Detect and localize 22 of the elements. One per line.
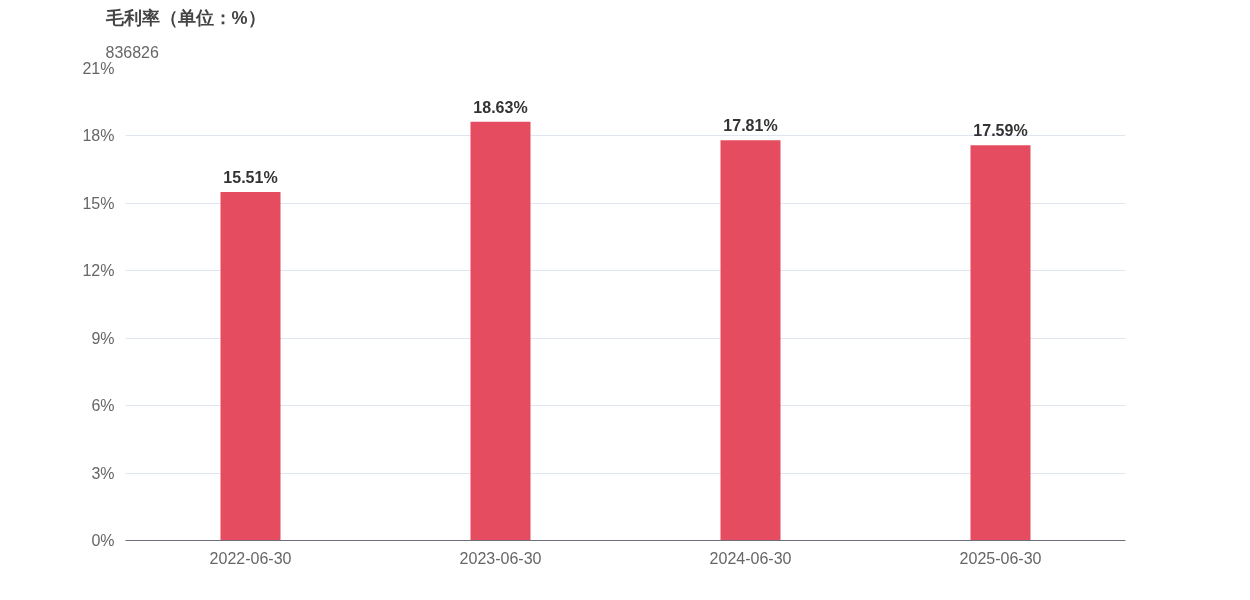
x-tick-label: 2025-06-30	[959, 549, 1042, 567]
y-tick-label: 18%	[82, 127, 115, 145]
data-label: 17.81%	[723, 117, 778, 135]
y-tick-label: 15%	[82, 194, 115, 212]
chart-subtitle: 836826	[105, 43, 159, 61]
chart-title: 毛利率（单位：%）	[104, 7, 266, 28]
y-tick-label: 9%	[91, 329, 115, 347]
data-label: 18.63%	[473, 98, 528, 116]
bar	[220, 191, 281, 541]
x-tick-label: 2024-06-30	[709, 549, 792, 567]
x-tick-label: 2023-06-30	[459, 549, 542, 567]
y-tick-label: 12%	[82, 262, 115, 280]
bar	[970, 145, 1031, 541]
y-tick-label: 3%	[91, 464, 115, 482]
data-label: 15.51%	[223, 168, 278, 186]
y-tick-label: 6%	[91, 397, 115, 415]
bar	[470, 121, 531, 541]
bar	[720, 140, 781, 541]
data-label: 17.59%	[973, 122, 1028, 140]
y-tick-label: 21%	[82, 60, 115, 77]
x-tick-label: 2022-06-30	[209, 549, 292, 567]
y-tick-label: 0%	[91, 532, 115, 549]
